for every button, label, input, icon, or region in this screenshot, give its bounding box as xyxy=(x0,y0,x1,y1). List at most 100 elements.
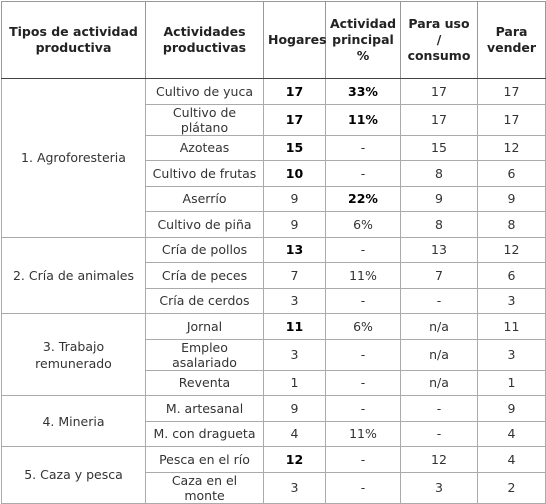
value-cell: 7 xyxy=(263,262,326,289)
header-cell: Para uso / consumo xyxy=(400,1,478,79)
value-cell: 3 xyxy=(263,338,326,371)
activity-cell: Cría de peces xyxy=(145,262,264,289)
value-cell: 3 xyxy=(263,471,326,504)
table-row: Azoteas 15-15 12 xyxy=(2,134,546,161)
value-cell: n/a xyxy=(400,369,478,396)
activity-cell: Caza en el monte xyxy=(145,471,264,504)
table-row: 5. Caza y pesca Pesca en el río 12-12 4 xyxy=(1,446,546,504)
header-row: Tipos de actividad productiva Actividades… xyxy=(1,1,546,79)
value-cell: 22% xyxy=(325,185,401,212)
table-row: Cría de peces 7 11% 7 6 xyxy=(2,262,546,289)
value-cell: 9 xyxy=(263,185,326,212)
value-cell: n/a xyxy=(400,313,478,340)
value-cell: 8 xyxy=(400,160,478,187)
group-label: 1. Agroforesteria xyxy=(1,78,146,238)
value-cell: - xyxy=(400,395,478,422)
header-cell: Para vender xyxy=(477,1,546,79)
value-cell: 1 xyxy=(477,369,546,396)
activity-cell: Cultivo de piña xyxy=(145,211,264,238)
value-cell: 17 xyxy=(263,103,326,136)
value-cell: 13 xyxy=(400,236,478,263)
value-cell: 6% xyxy=(325,211,401,238)
value-cell: - xyxy=(325,287,401,314)
value-cell: 2 xyxy=(477,471,546,504)
group-label: 2. Cría de animales xyxy=(1,236,146,314)
value-cell: 4 xyxy=(477,420,546,447)
value-cell: 9 xyxy=(400,185,478,212)
table-row: 1. Agroforesteria Cultivo de yuca 17 33% 17 1… xyxy=(1,78,546,238)
value-cell: 12 xyxy=(263,446,326,473)
table-row: Cultivo de frutas 10-8 6 xyxy=(2,160,546,187)
value-cell: - xyxy=(325,446,401,473)
value-cell: 3 xyxy=(477,287,546,314)
value-cell: 15 xyxy=(263,134,326,161)
value-cell: 11% xyxy=(325,262,401,289)
value-cell: 17 xyxy=(400,103,478,136)
value-cell: 17 xyxy=(263,78,326,105)
value-cell: - xyxy=(325,134,401,161)
table-row: 3. Trabajo remunerado Jornal 11 6% n/a 11 xyxy=(1,313,546,396)
activity-cell: M. con dragueta xyxy=(145,420,264,447)
value-cell: 13 xyxy=(263,236,326,263)
value-cell: - xyxy=(325,338,401,371)
table-row: 4. Mineria M. artesanal 9- -9 xyxy=(1,395,546,447)
value-cell: 3 xyxy=(400,471,478,504)
activity-cell: M. artesanal xyxy=(145,395,264,422)
table-body: 1. Agroforesteria Cultivo de yuca 17 33% 17 1… xyxy=(1,78,546,504)
value-cell: - xyxy=(400,420,478,447)
value-cell: 11% xyxy=(325,420,401,447)
activity-cell: Pesca en el río xyxy=(145,446,264,473)
value-cell: 11% xyxy=(325,103,401,136)
group-label: 3. Trabajo remunerado xyxy=(1,313,146,396)
value-cell: 15 xyxy=(400,134,478,161)
activity-cell: Cultivo de yuca xyxy=(145,78,264,105)
table-row: Reventa 1- n/a 1 xyxy=(2,369,546,396)
value-cell: - xyxy=(325,160,401,187)
value-cell: 9 xyxy=(477,185,546,212)
activity-cell: Cría de cerdos xyxy=(145,287,264,314)
value-cell: - xyxy=(325,471,401,504)
header-cell: Actividad principal % xyxy=(325,1,401,79)
value-cell: n/a xyxy=(400,338,478,371)
table-row: 2. Cría de animales Cría de pollos 13-13 12 xyxy=(1,236,546,314)
value-cell: 9 xyxy=(263,211,326,238)
value-cell: - xyxy=(325,395,401,422)
header-cell: Hogares xyxy=(263,1,327,79)
table-row: Empleo asalariado 3- n/a 3 xyxy=(2,338,546,371)
value-cell: - xyxy=(325,369,401,396)
value-cell: 10 xyxy=(263,160,326,187)
value-cell: 1 xyxy=(263,369,326,396)
header-cell: Tipos de actividad productiva xyxy=(1,1,146,79)
value-cell: 6 xyxy=(477,160,546,187)
activity-cell: Aserrío xyxy=(145,185,264,212)
value-cell: 8 xyxy=(400,211,478,238)
value-cell: 9 xyxy=(263,395,326,422)
activity-cell: Azoteas xyxy=(145,134,264,161)
table-row: Cría de cerdos 3- -3 xyxy=(2,287,546,314)
value-cell: 11 xyxy=(263,313,326,340)
group-label: 4. Mineria xyxy=(1,395,146,447)
value-cell: 3 xyxy=(263,287,326,314)
table-row: Cultivo de plátano 17 11% 17 17 xyxy=(2,103,546,136)
activity-cell: Jornal xyxy=(145,313,264,340)
value-cell: 17 xyxy=(477,78,546,105)
table-row: M. con dragueta 4 11% -4 xyxy=(2,420,546,447)
value-cell: 4 xyxy=(263,420,326,447)
header-cell: Actividades productivas xyxy=(145,1,264,79)
value-cell: - xyxy=(325,236,401,263)
value-cell: 17 xyxy=(477,103,546,136)
value-cell: 33% xyxy=(325,78,401,105)
value-cell: 3 xyxy=(477,338,546,371)
activity-cell: Cría de pollos xyxy=(145,236,264,263)
value-cell: 12 xyxy=(400,446,478,473)
value-cell: 12 xyxy=(477,236,546,263)
value-cell: 11 xyxy=(477,313,546,340)
value-cell: 17 xyxy=(400,78,478,105)
activity-cell: Empleo asalariado xyxy=(145,338,264,371)
value-cell: - xyxy=(400,287,478,314)
group-label: 5. Caza y pesca xyxy=(1,446,146,504)
value-cell: 6 xyxy=(477,262,546,289)
value-cell: 7 xyxy=(400,262,478,289)
